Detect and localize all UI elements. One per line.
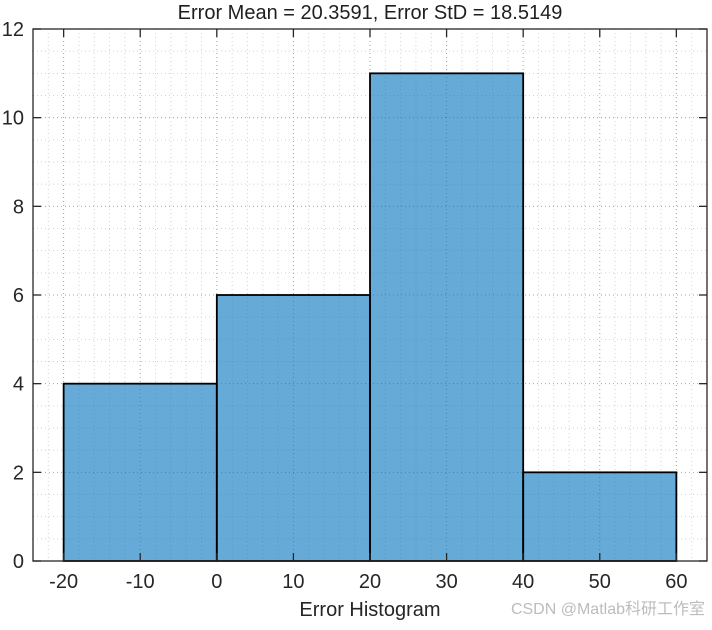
- watermark-text: CSDN @Matlab科研工作室: [510, 601, 705, 618]
- x-tick-label: 10: [282, 571, 304, 593]
- x-tick-label: 20: [359, 571, 381, 593]
- y-tick-label: 2: [13, 462, 24, 484]
- histogram-bar: [215, 294, 371, 562]
- y-tick-label: 6: [13, 285, 24, 307]
- x-tick-label: 30: [435, 571, 457, 593]
- y-tick-label: 4: [13, 374, 24, 396]
- x-tick-label: 50: [589, 571, 611, 593]
- y-tick-label: 8: [13, 196, 24, 218]
- x-tick-label: -20: [49, 571, 78, 593]
- histogram-bar: [62, 382, 218, 562]
- x-tick-label: 40: [512, 571, 534, 593]
- y-tick-label: 10: [2, 108, 24, 130]
- chart-title: Error Mean = 20.3591, Error StD = 18.514…: [177, 2, 563, 24]
- y-tick-label: 0: [13, 551, 24, 573]
- histogram-bar: [522, 471, 678, 562]
- histogram-bar: [369, 72, 525, 562]
- x-tick-label: 0: [211, 571, 222, 593]
- y-tick-label: 12: [2, 19, 24, 41]
- x-tick-label: -10: [126, 571, 155, 593]
- x-tick-label: 60: [665, 571, 687, 593]
- x-axis-label: Error Histogram: [299, 599, 441, 621]
